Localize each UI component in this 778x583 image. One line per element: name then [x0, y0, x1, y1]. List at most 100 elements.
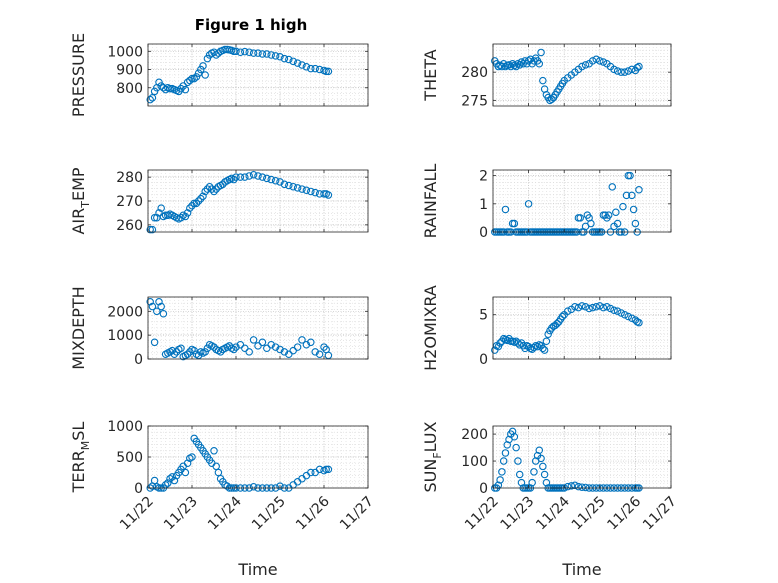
rainfall-axes-box: [492, 169, 672, 233]
pressure-point: [194, 69, 203, 77]
h2omixra-point: [581, 302, 590, 311]
air_temp-point: [249, 171, 258, 179]
mixdepth-point: [302, 340, 311, 349]
air_temp-point: [298, 185, 306, 193]
sun_flux-point: [571, 481, 579, 490]
sun_flux-point: [539, 462, 547, 471]
pressure-point: [293, 59, 302, 67]
rainfall-ylabel: RAINFALL: [421, 164, 440, 239]
theta-point: [610, 65, 618, 74]
theta-ytick-label: 280: [461, 65, 488, 81]
h2omixra-point: [564, 307, 572, 315]
h2omixra-point: [617, 309, 625, 317]
air_temp-point: [263, 174, 271, 183]
h2omixra-point: [515, 341, 524, 349]
air_temp-point: [280, 180, 289, 189]
sun_flux-point: [535, 446, 544, 455]
pressure-point: [179, 82, 187, 90]
theta-axes-box: [492, 43, 672, 107]
h2omixra-point: [635, 318, 643, 327]
pressure-ytick-label: 800: [116, 81, 143, 97]
h2omixra-point: [613, 307, 622, 315]
pressure-ylabel: PRESSURE: [69, 33, 88, 117]
pressure-point: [254, 49, 262, 57]
pressure-point: [232, 47, 240, 56]
mixdepth-point: [157, 302, 165, 311]
sun_flux-xtick-label: 11/24: [533, 493, 573, 533]
pressure-point: [289, 57, 297, 66]
mixdepth-point: [267, 340, 275, 349]
rainfall-point: [631, 219, 640, 228]
air_temp-point: [236, 173, 245, 181]
h2omixra-point: [574, 303, 583, 312]
air_temp-point: [267, 175, 275, 184]
sun_flux-point: [530, 468, 538, 476]
panel-pressure: 800 900 1000 PRESSURE: [69, 33, 369, 117]
panel-mixdepth: 0 1000 2000 MIXDEPTH: [69, 286, 369, 370]
mixdepth-point: [293, 343, 302, 351]
theta-point: [496, 61, 504, 70]
sun_flux-point: [574, 482, 583, 491]
rainfall-point: [510, 219, 519, 228]
pressure-point: [203, 54, 212, 63]
pressure-point: [276, 53, 284, 61]
pressure-point: [280, 54, 289, 63]
sun_flux-xtick-label: 11/26: [604, 493, 644, 533]
sun_flux-ytick-label: 100: [461, 454, 488, 470]
h2omixra-point: [496, 339, 504, 347]
theta-point: [581, 61, 590, 69]
terr_msl-ylabel: TERRMSL: [69, 422, 92, 494]
sun_flux-xlabel: Time: [561, 560, 601, 579]
pressure-point: [192, 73, 201, 81]
mixdepth-point: [245, 348, 253, 356]
terr_msl-ytick-label: 0: [134, 481, 143, 497]
rainfall-point: [629, 205, 638, 214]
sun_flux-point: [496, 476, 504, 484]
terr_msl-point: [249, 483, 258, 491]
sun_flux-xtick-label: 11/23: [498, 494, 538, 534]
sun_flux-xtick-label: 11/27: [640, 494, 680, 534]
h2omixra-point: [588, 303, 597, 312]
mixdepth-axes-box: [147, 296, 369, 360]
pressure-point: [197, 65, 205, 74]
mixdepth-point: [216, 348, 225, 356]
mixdepth-ylabel: MIXDEPTH: [69, 286, 88, 369]
panel-rainfall: 0 1 2 RAINFALL: [421, 164, 672, 241]
mixdepth-point: [183, 350, 192, 358]
air_temp-point: [203, 185, 212, 193]
theta-point: [514, 59, 522, 68]
terr_msl-ylabel-part: SL: [69, 422, 88, 441]
theta-point: [635, 62, 643, 71]
rainfall-ytick-label: 0: [479, 225, 488, 241]
mixdepth-point: [311, 348, 319, 356]
air_temp-point: [230, 175, 238, 184]
rainfall-point: [604, 211, 613, 219]
terr_msl-point: [166, 474, 174, 483]
h2omixra-point: [603, 302, 611, 311]
air_temp-ylabel-sub: T: [79, 201, 92, 209]
mixdepth-point: [159, 309, 168, 318]
terr_msl-ytick-label: 1000: [107, 419, 143, 435]
terr_msl-point: [307, 468, 315, 477]
panel-air_temp: 260 270 280 AIRTEMP: [69, 167, 369, 235]
air_temp-point: [285, 181, 293, 190]
sun_flux-point: [528, 478, 536, 487]
mixdepth-point: [263, 344, 271, 353]
mixdepth-point: [210, 343, 218, 351]
h2omixra-point: [503, 336, 511, 345]
air_temp-ylabel-part: AIR: [69, 208, 88, 235]
theta-point: [547, 95, 556, 103]
theta-point: [526, 55, 535, 63]
rainfall-point: [613, 219, 622, 228]
pressure-point: [148, 94, 157, 102]
h2omixra-point: [610, 306, 618, 315]
pressure-point: [285, 55, 293, 64]
h2omixra-point: [494, 342, 503, 351]
pressure-point: [322, 67, 330, 76]
pressure-point: [307, 64, 315, 73]
theta-point: [517, 58, 526, 66]
sun_flux-point: [512, 443, 520, 452]
terr_msl-xtick-label: 11/27: [337, 494, 377, 534]
terr_msl-point: [210, 447, 218, 455]
